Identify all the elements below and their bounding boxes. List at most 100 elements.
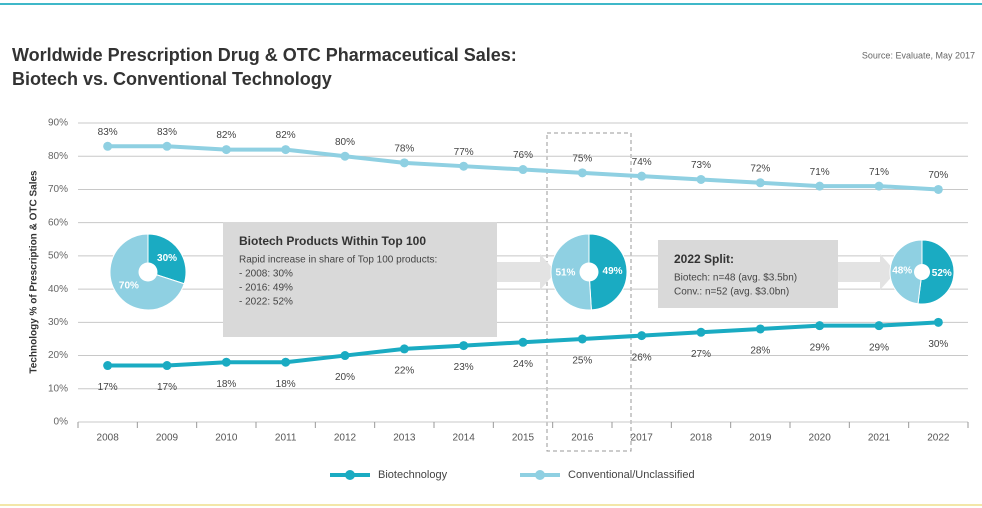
series-point	[577, 334, 587, 344]
series-point	[696, 327, 706, 337]
data-label: 82%	[276, 130, 296, 141]
data-label: 18%	[276, 379, 296, 390]
series-point	[815, 181, 825, 191]
series-point	[162, 361, 172, 371]
annotation-box	[223, 222, 497, 337]
legend-dot	[535, 470, 545, 480]
x-tick-label: 2020	[809, 433, 832, 444]
series-point	[340, 351, 350, 361]
data-label: 29%	[869, 342, 889, 353]
pie-label: 30%	[157, 253, 177, 264]
series-point	[103, 361, 113, 371]
series-point	[340, 151, 350, 161]
y-tick-label: 30%	[48, 317, 68, 328]
legend-dot	[345, 470, 355, 480]
series-point	[459, 341, 469, 351]
series-point	[577, 168, 587, 178]
y-tick-label: 80%	[48, 151, 68, 162]
pie-hole	[579, 262, 599, 282]
y-axis-label: Technology % of Prescription & OTC Sales	[29, 170, 40, 374]
data-label: 18%	[216, 379, 236, 390]
data-label: 29%	[810, 342, 830, 353]
legend-label: Conventional/Unclassified	[568, 469, 695, 481]
data-label: 30%	[928, 339, 948, 350]
series-point	[815, 321, 825, 331]
x-tick-label: 2008	[97, 433, 120, 444]
data-label: 77%	[454, 147, 474, 158]
series-point	[221, 357, 231, 367]
series-point	[459, 161, 469, 171]
data-label: 17%	[157, 382, 177, 393]
pie-slice	[917, 239, 955, 305]
data-label: 23%	[454, 362, 474, 373]
annotation-line: - 2022: 52%	[239, 297, 293, 308]
data-label: 72%	[750, 163, 770, 174]
data-label: 20%	[335, 372, 355, 383]
pie-label: 48%	[892, 265, 912, 276]
data-label: 83%	[157, 127, 177, 138]
data-label: 74%	[632, 157, 652, 168]
data-label: 24%	[513, 359, 533, 370]
y-tick-label: 0%	[54, 417, 69, 428]
pie-slice	[889, 239, 923, 305]
data-label: 75%	[572, 153, 592, 164]
data-label: 71%	[810, 167, 830, 178]
y-tick-label: 70%	[48, 184, 68, 195]
x-tick-label: 2014	[453, 433, 476, 444]
x-tick-label: 2017	[631, 433, 654, 444]
arrow	[838, 254, 896, 290]
data-label: 78%	[394, 144, 414, 155]
series-point	[637, 331, 647, 341]
x-tick-label: 2015	[512, 433, 535, 444]
x-tick-label: 2012	[334, 433, 357, 444]
series-point	[518, 165, 528, 175]
source: Source: Evaluate, May 2017	[862, 50, 975, 60]
data-label: 73%	[691, 160, 711, 171]
data-label: 28%	[750, 346, 770, 357]
data-label: 17%	[98, 382, 118, 393]
pie-label: 49%	[603, 266, 623, 277]
series-point	[281, 357, 291, 367]
series-point	[281, 145, 291, 155]
x-tick-label: 2013	[393, 433, 416, 444]
x-tick-label: 2011	[275, 433, 297, 444]
y-tick-label: 10%	[48, 383, 68, 394]
pie-slice	[147, 233, 187, 285]
x-tick-label: 2022	[927, 433, 950, 444]
annotation-line: - 2016: 49%	[239, 283, 293, 294]
data-label: 80%	[335, 137, 355, 148]
series-point	[399, 344, 409, 354]
pie-slice	[550, 233, 592, 311]
x-tick-label: 2010	[215, 433, 238, 444]
data-label: 83%	[98, 127, 118, 138]
highlight-box	[546, 132, 632, 452]
annotation-title: 2022 Split:	[674, 252, 734, 266]
series-point	[874, 321, 884, 331]
data-label: 25%	[572, 356, 592, 367]
x-tick-label: 2009	[156, 433, 179, 444]
chart-title: Biotech vs. Conventional Technology	[12, 69, 332, 89]
data-label: 76%	[513, 150, 533, 161]
annotation-line: Conv.: n=52 (avg. $3.0bn)	[674, 287, 789, 298]
y-tick-label: 50%	[48, 251, 68, 262]
pie-hole	[138, 262, 158, 282]
series-point	[755, 324, 765, 334]
series-point	[518, 337, 528, 347]
chart-title: Worldwide Prescription Drug & OTC Pharma…	[12, 45, 517, 65]
pie-slice	[588, 233, 628, 311]
y-tick-label: 90%	[48, 118, 68, 129]
pie-label: 52%	[932, 268, 952, 279]
series-point	[755, 178, 765, 188]
data-label: 27%	[691, 349, 711, 360]
annotation-title: Biotech Products Within Top 100	[239, 234, 426, 248]
series-point	[933, 317, 943, 327]
series-point	[637, 171, 647, 181]
annotation-box	[658, 240, 838, 308]
data-label: 70%	[928, 170, 948, 181]
x-tick-label: 2021	[868, 433, 891, 444]
series-point	[162, 141, 172, 151]
pie-label: 70%	[119, 280, 139, 291]
y-tick-label: 20%	[48, 350, 68, 361]
y-tick-label: 40%	[48, 284, 68, 295]
